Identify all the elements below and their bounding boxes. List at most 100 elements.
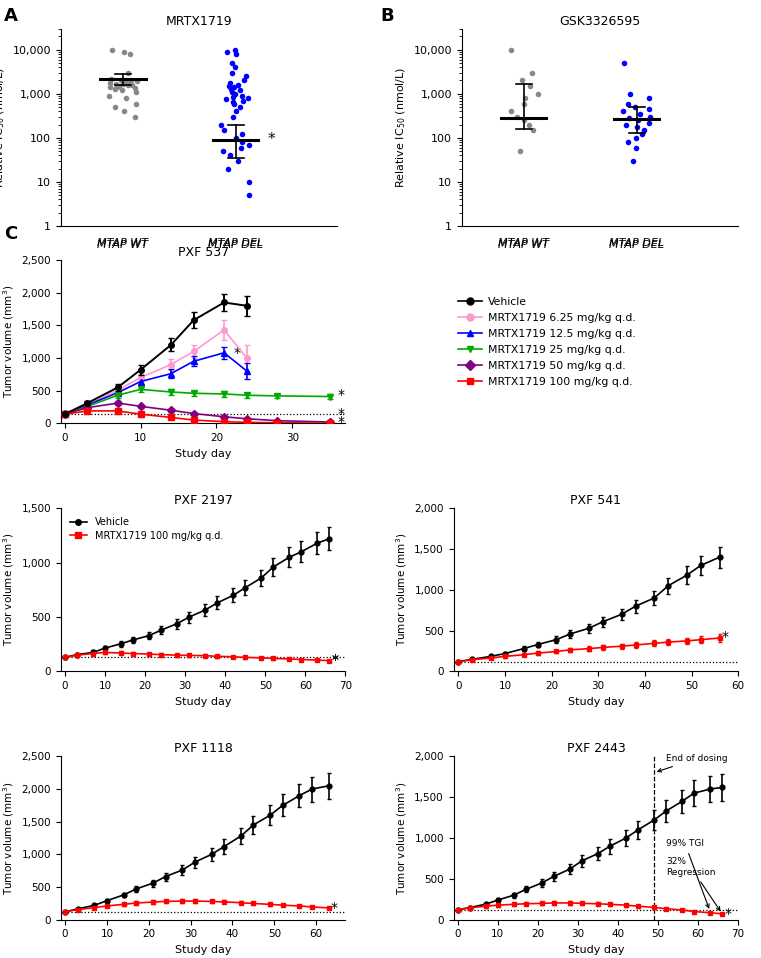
Point [505,103,517,119]
Point [110,80,123,95]
Point [231,130,243,146]
Point [622,110,635,125]
Point [237,73,250,88]
Point [122,65,134,80]
Point [222,161,234,176]
Point [631,119,643,134]
Legend: Vehicle, MRTX1719 6.25 mg/kg q.d., MRTX1719 12.5 mg/kg q.d., MRTX1719 25 mg/kg q: Vehicle, MRTX1719 6.25 mg/kg q.d., MRTX1… [454,292,640,391]
Point [223,79,235,94]
Point [218,123,230,138]
Point [505,42,517,57]
Point [635,126,648,142]
Y-axis label: Relative IC$_{50}$ (nmol/L): Relative IC$_{50}$ (nmol/L) [394,67,408,188]
Point [228,109,240,125]
Text: MTAP DEL: MTAP DEL [209,240,263,250]
Text: *: * [332,653,339,668]
Title: PXF 541: PXF 541 [571,494,622,507]
Point [118,75,130,90]
Point [117,77,129,92]
Point [129,109,141,125]
Point [519,90,531,105]
Text: A: A [4,7,18,25]
Y-axis label: Tumor volume (mm$^3$): Tumor volume (mm$^3$) [394,534,409,647]
Point [221,44,233,59]
Text: MTAP WT: MTAP WT [498,238,549,247]
Point [523,117,535,132]
Point [104,76,116,91]
Point [113,79,126,94]
Point [622,134,634,149]
Point [215,117,228,132]
Y-axis label: Tumor volume (mm$^3$): Tumor volume (mm$^3$) [2,285,16,399]
Point [517,96,530,111]
X-axis label: Study day: Study day [175,448,231,459]
Point [226,65,238,80]
Point [104,79,116,94]
Point [129,84,142,100]
Title: GSK3326595: GSK3326595 [559,14,641,28]
Point [224,75,237,90]
Point [123,74,135,89]
Point [126,78,138,93]
Point [229,59,241,75]
Point [118,103,130,119]
Point [117,75,129,90]
Text: *: * [332,653,339,667]
Point [227,89,239,104]
Point [241,90,253,105]
Point [119,90,132,105]
Point [624,86,636,102]
Text: MTAP WT: MTAP WT [97,240,148,250]
Point [629,100,642,115]
Point [524,79,537,94]
Point [129,80,141,96]
Text: MTAP DEL: MTAP DEL [609,238,664,247]
Text: *: * [267,132,275,148]
Title: MRTX1719: MRTX1719 [166,14,232,28]
Y-axis label: Tumor volume (mm$^3$): Tumor volume (mm$^3$) [394,782,409,895]
Point [644,109,656,125]
Point [235,140,247,155]
Point [109,100,121,115]
Point [103,88,115,103]
Text: MTAP DEL: MTAP DEL [209,238,263,247]
Point [244,174,256,190]
Point [532,86,544,102]
Point [115,73,127,88]
Title: PXF 2443: PXF 2443 [566,742,626,755]
X-axis label: Study day: Study day [568,696,624,707]
Point [109,81,121,97]
Point [226,56,238,71]
Point [526,65,538,80]
X-axis label: Study day: Study day [175,696,231,707]
Point [232,153,244,169]
Point [228,80,240,95]
Point [117,44,129,59]
Point [629,130,642,146]
Point [225,81,237,97]
Point [234,100,246,115]
Point [619,117,632,132]
Y-axis label: Tumor volume (mm$^3$): Tumor volume (mm$^3$) [2,534,16,647]
Point [221,92,233,107]
Point [229,42,241,57]
Point [217,144,229,159]
Text: B: B [380,7,394,25]
Title: PXF 537: PXF 537 [177,246,229,259]
Text: *: * [722,630,729,644]
Point [228,96,240,111]
Title: PXF 2197: PXF 2197 [174,494,233,507]
Point [235,134,247,149]
Y-axis label: Relative IC$_{50}$ (nmol/L): Relative IC$_{50}$ (nmol/L) [0,67,7,188]
Point [243,188,255,203]
Point [243,137,255,152]
Text: *: * [338,407,345,421]
Text: *: * [338,415,345,429]
Point [642,90,654,105]
Text: *: * [338,388,345,402]
Point [130,96,142,111]
Text: 32%
Regression: 32% Regression [666,857,720,910]
Point [627,153,639,169]
Point [110,76,123,91]
Point [517,113,530,128]
